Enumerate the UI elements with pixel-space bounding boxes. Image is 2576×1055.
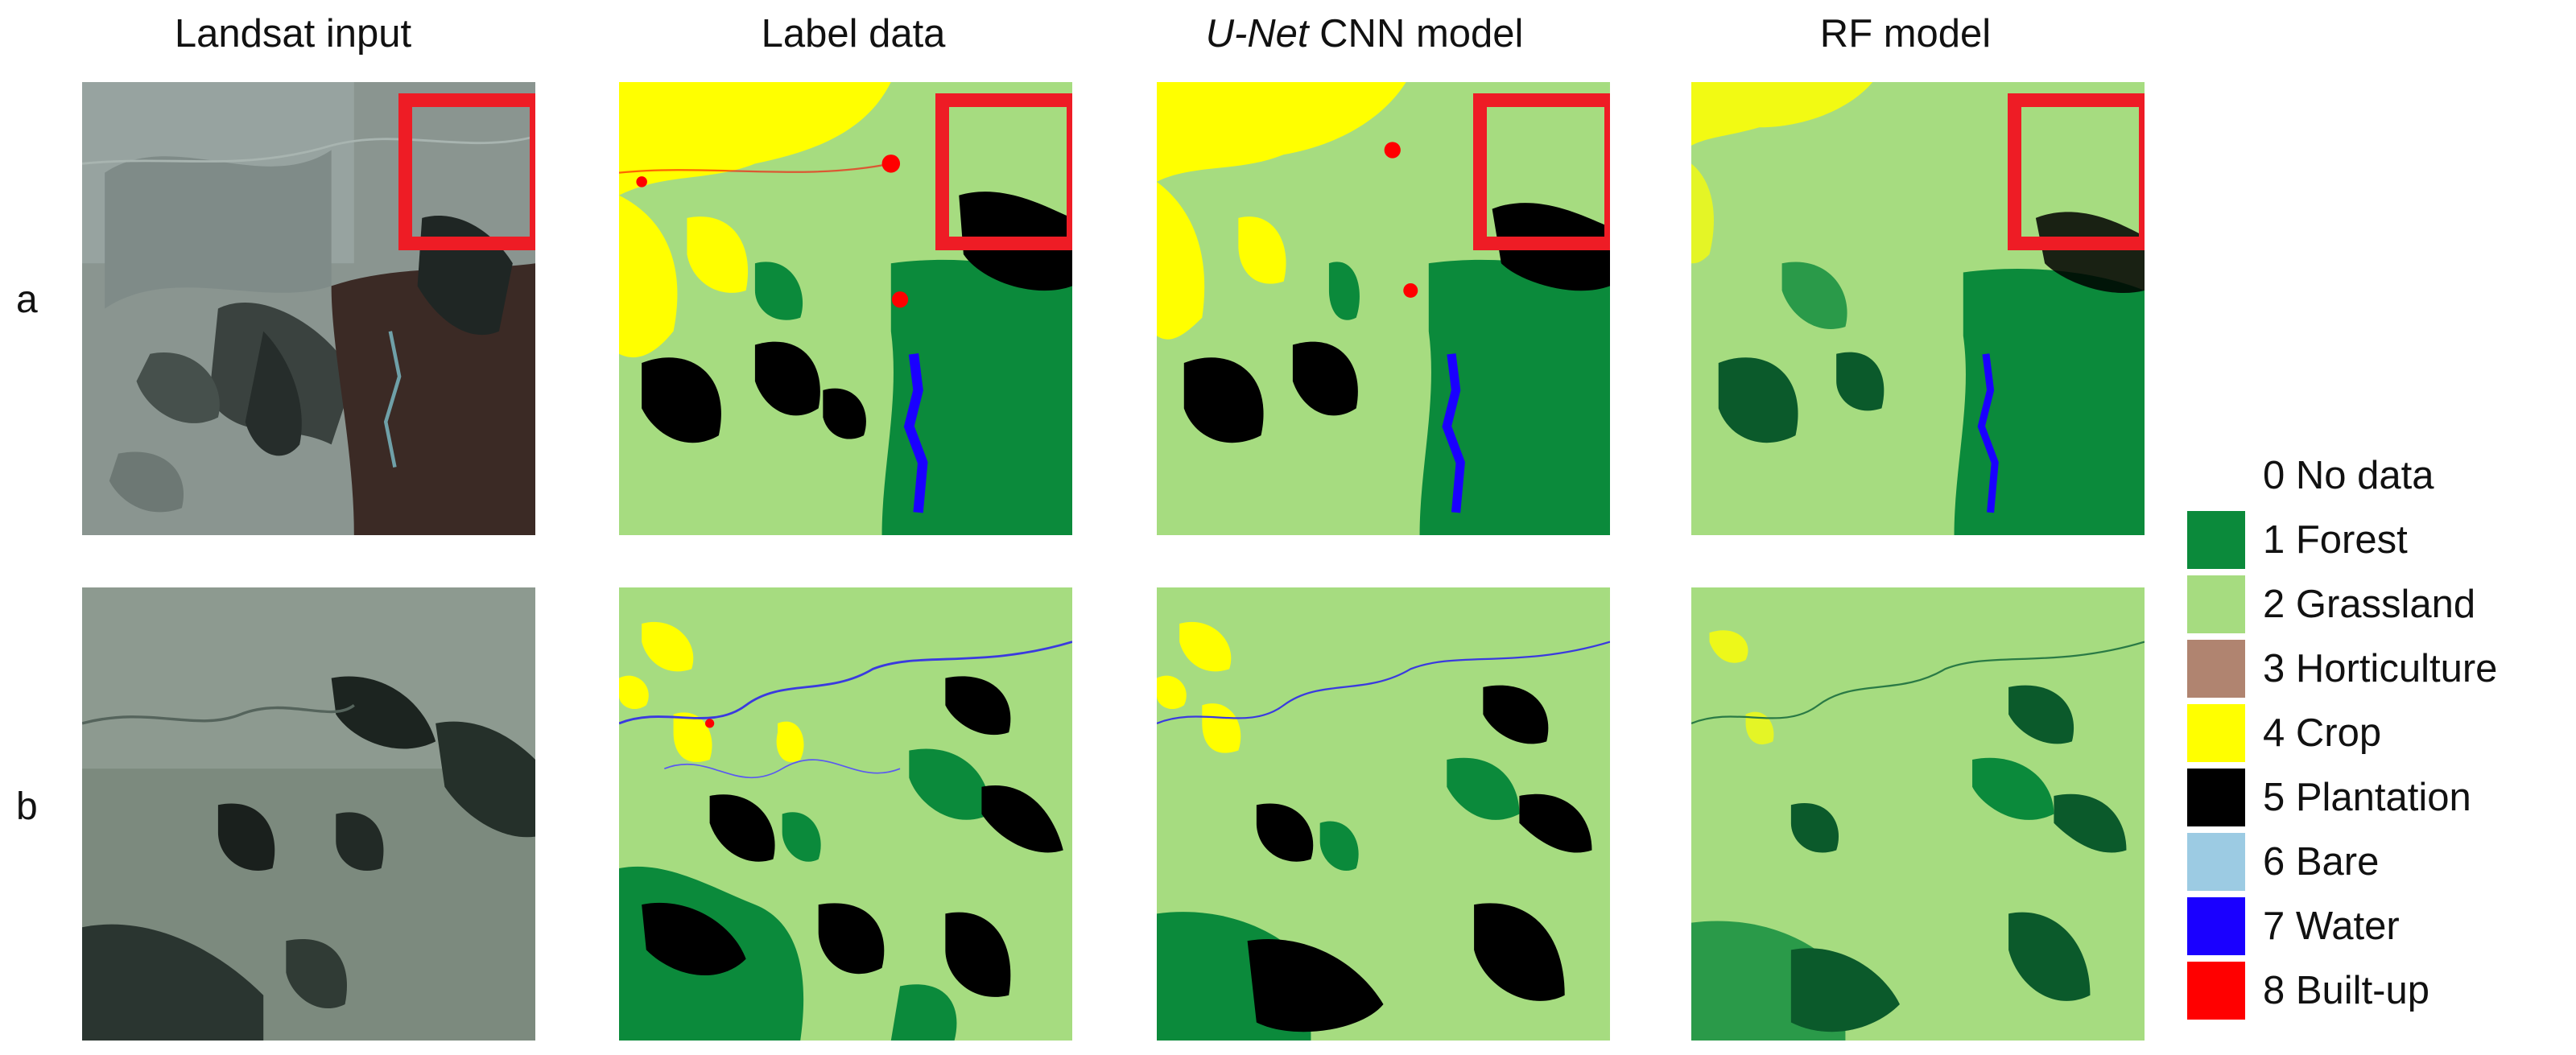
- legend-swatch-built-up: [2187, 962, 2245, 1020]
- classification-map-a-rf: [1691, 82, 2145, 535]
- highlight-box-a-landsat: [398, 93, 535, 250]
- legend-label-forest: 1 Forest: [2263, 518, 2408, 562]
- legend-item-no-data: 0 No data: [2187, 447, 2434, 505]
- legend-label-grassland: 2 Grassland: [2263, 583, 2476, 626]
- legend-item-plantation: 5 Plantation: [2187, 769, 2471, 826]
- column-title-rf-model: RF model: [1819, 12, 1992, 56]
- legend-label-bare: 6 Bare: [2263, 840, 2380, 884]
- highlight-box-a-label: [935, 93, 1072, 250]
- classification-map-b-unet: [1157, 587, 1610, 1041]
- legend-item-crop: 4 Crop: [2187, 704, 2381, 762]
- legend-label-plantation: 5 Plantation: [2263, 776, 2471, 819]
- legend-swatch-water: [2187, 897, 2245, 955]
- legend-item-built-up: 8 Built-up: [2187, 962, 2429, 1020]
- legend-item-grassland: 2 Grassland: [2187, 575, 2475, 633]
- column-title-landsat-input: Landsat input: [174, 12, 412, 56]
- panel-b-rf-model: [1691, 587, 2145, 1041]
- legend-label-built-up: 8 Built-up: [2263, 969, 2430, 1012]
- panel-a-label-data: [619, 82, 1072, 535]
- panel-a-landsat-input: [82, 82, 535, 535]
- landsat-image-a: [82, 82, 535, 535]
- highlight-box-a-rf: [2008, 93, 2145, 250]
- column-title-unet-cnn-model: U-Net CNN model: [1206, 11, 1524, 56]
- legend-swatch-crop: [2187, 704, 2245, 762]
- column-title-label-data: Label data: [761, 12, 946, 56]
- panel-a-unet-cnn-model: [1157, 82, 1610, 535]
- row-label-a: a: [16, 278, 38, 321]
- classification-map-b-rf: [1691, 587, 2145, 1041]
- legend-swatch-grassland: [2187, 575, 2245, 633]
- column-title-unet-rest: CNN model: [1308, 12, 1524, 56]
- column-title-unet-emphasis: U-Net: [1205, 12, 1309, 56]
- legend-swatch-no-data: [2187, 447, 2245, 505]
- legend-label-crop: 4 Crop: [2263, 711, 2382, 755]
- legend-label-no-data: 0 No data: [2263, 454, 2434, 497]
- legend-label-water: 7 Water: [2263, 905, 2400, 948]
- legend-swatch-plantation: [2187, 769, 2245, 826]
- legend-item-forest: 1 Forest: [2187, 511, 2408, 569]
- legend-item-bare: 6 Bare: [2187, 833, 2379, 891]
- panel-b-unet-cnn-model: [1157, 587, 1610, 1041]
- panel-b-label-data: [619, 587, 1072, 1041]
- legend-label-horticulture: 3 Horticulture: [2263, 647, 2498, 690]
- classification-map-a-label: [619, 82, 1072, 535]
- highlight-box-a-unet: [1473, 93, 1610, 250]
- legend-item-horticulture: 3 Horticulture: [2187, 640, 2497, 698]
- landsat-image-b: [82, 587, 535, 1041]
- panel-b-landsat-input: [82, 587, 535, 1041]
- legend-swatch-horticulture: [2187, 640, 2245, 698]
- row-label-b: b: [16, 785, 38, 828]
- legend-swatch-forest: [2187, 511, 2245, 569]
- panel-a-rf-model: [1691, 82, 2145, 535]
- legend-swatch-bare: [2187, 833, 2245, 891]
- classification-map-a-unet: [1157, 82, 1610, 535]
- legend-item-water: 7 Water: [2187, 897, 2400, 955]
- classification-map-b-label: [619, 587, 1072, 1041]
